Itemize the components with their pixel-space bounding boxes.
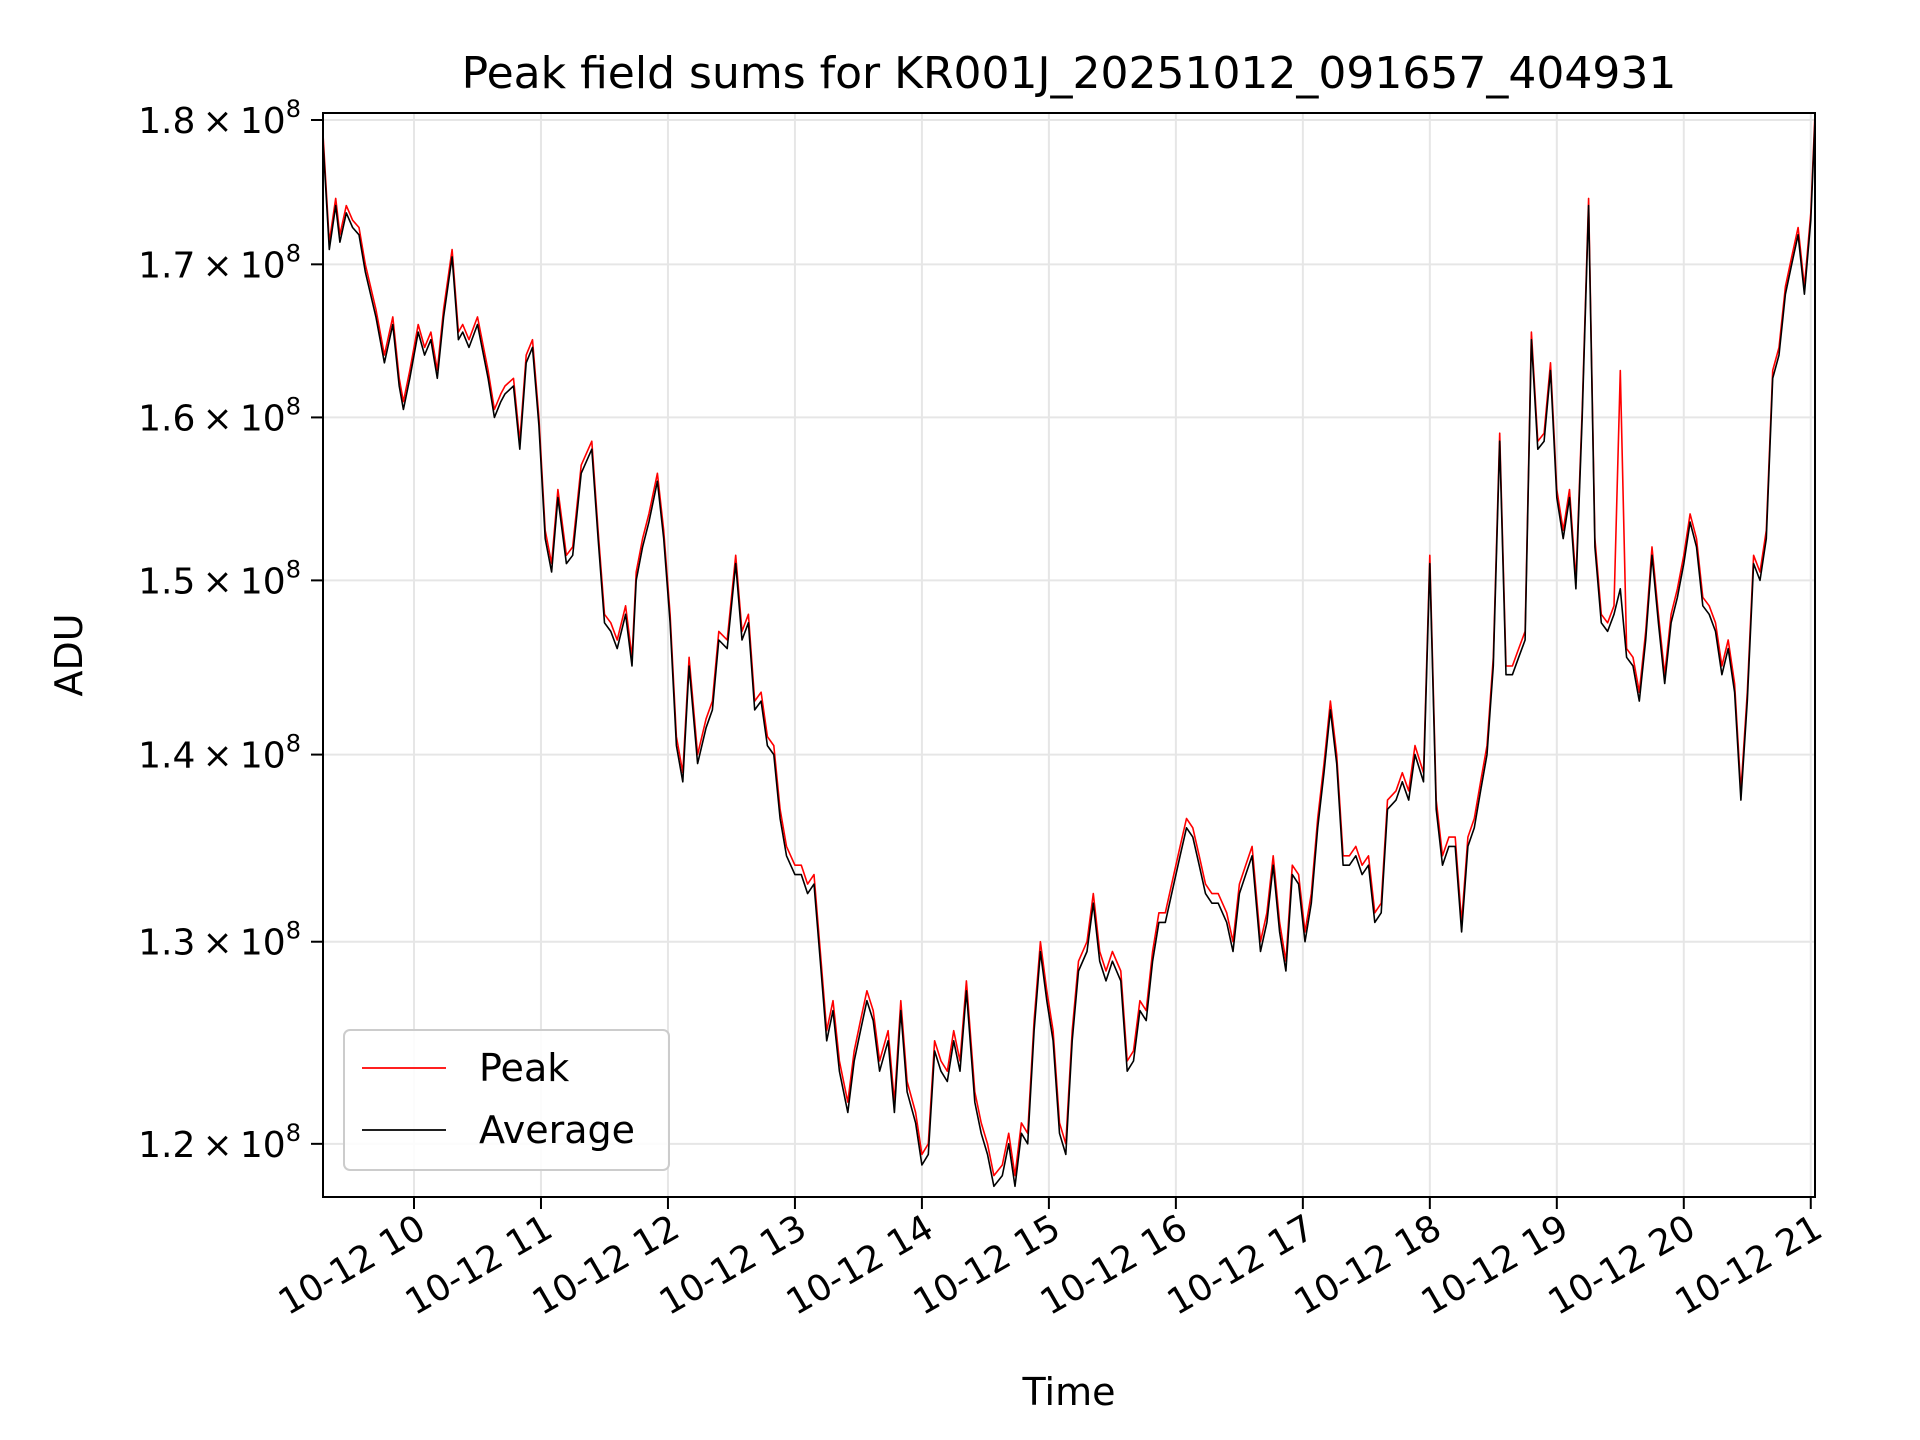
y-tick-mantissa: 1.8 — [138, 101, 195, 142]
y-tick-base: 10 — [240, 736, 286, 777]
y-tick-times: × — [195, 1125, 240, 1166]
y-tick-times: × — [195, 736, 240, 777]
y-tick-exponent: 8 — [286, 730, 301, 758]
y-tick-base: 10 — [240, 398, 286, 439]
y-tick-label: 1.6 × 108 — [138, 392, 301, 439]
y-tick-mantissa: 1.6 — [138, 398, 195, 439]
y-tick-label: 1.5 × 108 — [138, 555, 301, 602]
y-tick-label: 1.7 × 108 — [138, 239, 301, 286]
y-axis-label: ADU — [47, 613, 91, 696]
y-tick-exponent: 8 — [286, 555, 301, 583]
y-tick-mantissa: 1.4 — [138, 736, 195, 777]
y-tick-label: 1.8 × 108 — [138, 95, 301, 142]
y-tick-exponent: 8 — [286, 1119, 301, 1147]
series-layer — [322, 112, 1816, 1188]
y-tick-base: 10 — [240, 561, 286, 602]
y-tick-exponent: 8 — [286, 95, 301, 123]
y-tick-base: 10 — [240, 1125, 286, 1166]
x-axis-label: Time — [1022, 1370, 1116, 1414]
y-tick-times: × — [195, 101, 240, 142]
series-line-average — [322, 119, 1816, 1188]
y-tick-label: 1.4 × 108 — [138, 730, 301, 777]
y-tick-exponent: 8 — [286, 917, 301, 945]
y-tick-label: 1.3 × 108 — [138, 917, 301, 964]
legend-box — [343, 1029, 670, 1171]
y-tick-exponent: 8 — [286, 239, 301, 267]
y-tick-times: × — [195, 245, 240, 286]
y-tick-exponent: 8 — [286, 392, 301, 420]
legend-label-peak: Peak — [479, 1046, 569, 1090]
y-tick-mantissa: 1.7 — [138, 245, 195, 286]
legend: Peak Average — [343, 1029, 670, 1171]
y-tick-label: 1.2 × 108 — [138, 1119, 301, 1166]
legend-label-average: Average — [479, 1108, 635, 1152]
chart-title: Peak field sums for KR001J_20251012_0916… — [462, 48, 1677, 99]
y-tick-mantissa: 1.3 — [138, 923, 195, 964]
grid — [323, 113, 1815, 1197]
y-tick-times: × — [195, 923, 240, 964]
y-tick-mantissa: 1.5 — [138, 561, 195, 602]
y-tick-base: 10 — [240, 923, 286, 964]
y-tick-mantissa: 1.2 — [138, 1125, 195, 1166]
y-tick-base: 10 — [240, 101, 286, 142]
y-tick-base: 10 — [240, 245, 286, 286]
y-tick-times: × — [195, 561, 240, 602]
y-tick-times: × — [195, 398, 240, 439]
plot-frame — [322, 112, 1816, 1198]
